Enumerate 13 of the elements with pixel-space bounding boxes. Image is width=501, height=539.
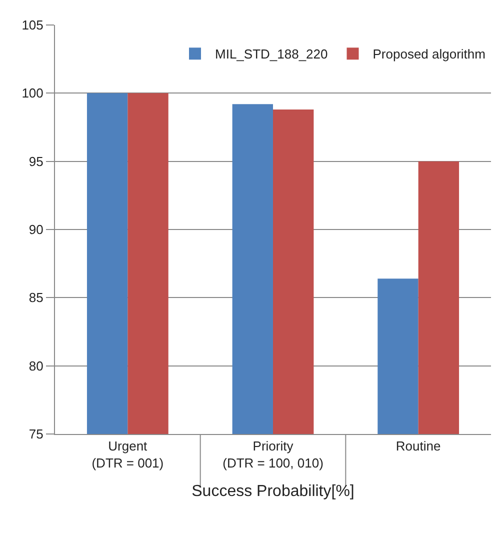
y-tick-label: 85 [28, 290, 44, 306]
y-tick-label: 100 [22, 86, 44, 101]
y-tick-label: 95 [28, 154, 44, 169]
y-tick-label: 80 [28, 358, 44, 374]
x-tick-label: Routine [396, 438, 441, 454]
legend-label: Proposed algorithm [372, 46, 486, 62]
x-tick-label: Priority (DTR = 100, 010) [222, 438, 324, 470]
y-tick-label: 75 [28, 426, 44, 442]
y-tick-label: 105 [22, 18, 44, 33]
x-axis-title: Success Probability[%] [192, 483, 354, 500]
x-tick-label: Urgent (DTR = 001) [92, 438, 164, 470]
legend-label: MIL_STD_188_220 [215, 46, 328, 62]
y-tick-label: 90 [28, 222, 44, 238]
